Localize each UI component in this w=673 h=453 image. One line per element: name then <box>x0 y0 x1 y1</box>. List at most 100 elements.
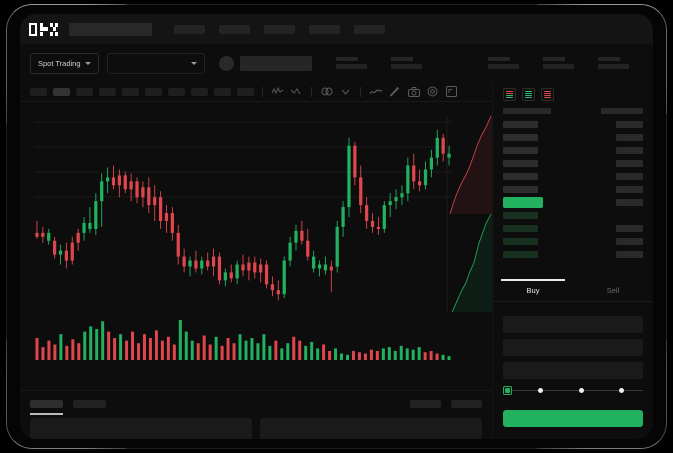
market-sub-bar: Spot Trading <box>20 44 653 82</box>
coin-avatar <box>218 55 234 71</box>
timeframe-button-9[interactable] <box>237 87 254 96</box>
orderbook-price <box>503 173 538 180</box>
nav-item-0[interactable] <box>174 24 205 34</box>
orderbook-row[interactable] <box>503 144 643 157</box>
order-price-field[interactable] <box>503 316 643 333</box>
timeframe-button-8[interactable] <box>214 87 231 96</box>
nav-item-4[interactable] <box>354 24 385 34</box>
chart-tab-1[interactable] <box>73 399 106 408</box>
market-stat-value <box>487 64 519 69</box>
orderbook-row[interactable] <box>503 131 643 144</box>
timeframe-button-7[interactable] <box>191 87 208 96</box>
orderbook-price <box>503 212 538 219</box>
candlestick-series <box>34 121 452 301</box>
orderbook-amount <box>616 225 643 232</box>
toolbar-divider <box>311 86 312 97</box>
chevron-down-icon <box>190 61 197 65</box>
orderbook-last-price <box>503 197 543 208</box>
timeframe-button-3[interactable] <box>99 87 116 96</box>
logo-letter-o <box>29 22 37 36</box>
orderbook-row[interactable] <box>503 235 643 248</box>
orderbook-row[interactable] <box>503 248 643 261</box>
timeframe-button-6[interactable] <box>168 87 185 96</box>
orderbook-header <box>493 105 653 118</box>
spot-trading-label: Spot Trading <box>38 58 81 68</box>
price-chart[interactable] <box>20 102 492 390</box>
market-stat-3 <box>542 57 574 69</box>
bottom-panel-1[interactable] <box>260 418 482 439</box>
orderbook-row[interactable] <box>503 209 643 222</box>
market-stat-label <box>597 57 620 61</box>
orderbook-amount <box>616 121 643 128</box>
slider-stop-50[interactable] <box>579 387 584 393</box>
orderbook-view-toggles <box>493 82 653 105</box>
order-amount-field[interactable] <box>503 339 643 356</box>
orderbook-asks-icon[interactable] <box>541 88 554 101</box>
timeframe-button-4[interactable] <box>122 87 139 96</box>
spot-trading-dropdown[interactable]: Spot Trading <box>30 52 99 74</box>
orderbook-row[interactable] <box>503 183 643 196</box>
nav-item-list <box>174 24 385 34</box>
slider-stop-25[interactable] <box>538 387 543 393</box>
orderbook-row[interactable] <box>503 157 643 170</box>
chart-type-icon[interactable] <box>290 85 303 98</box>
orderbook-bids-icon[interactable] <box>522 88 535 101</box>
market-stat-value <box>542 64 574 69</box>
nav-item-1[interactable] <box>219 24 250 34</box>
fullscreen-icon[interactable] <box>445 85 458 98</box>
nav-search-input[interactable] <box>69 22 152 36</box>
orderbook-price <box>503 160 538 167</box>
tablet-device-frame: Spot Trading <box>6 4 667 449</box>
chart-tab-right-0[interactable] <box>410 399 441 408</box>
orderbook-row[interactable] <box>503 170 643 183</box>
timeframe-button-1[interactable] <box>53 87 70 96</box>
market-stat-label <box>487 57 510 61</box>
market-stat-value <box>597 64 629 69</box>
timeframe-button-2[interactable] <box>76 87 93 96</box>
chart-tab-right-1[interactable] <box>451 399 482 408</box>
logo-letter-k <box>39 22 48 36</box>
orderbook-row[interactable] <box>503 118 643 131</box>
buy-submit-button[interactable] <box>503 410 643 427</box>
market-stat-0 <box>335 57 367 69</box>
chevron-down-icon[interactable] <box>339 85 352 98</box>
orderbook-amount <box>616 134 643 141</box>
orderbook-amount <box>616 238 643 245</box>
orderbook-mixed-icon[interactable] <box>503 88 516 101</box>
tab-sell[interactable]: Sell <box>606 286 620 295</box>
draw-pencil-icon[interactable] <box>388 85 401 98</box>
tab-buy[interactable]: Buy <box>493 279 573 301</box>
nav-item-2[interactable] <box>264 24 295 34</box>
market-stat-value <box>335 64 367 69</box>
nav-item-3[interactable] <box>309 24 340 34</box>
orderbook-price <box>503 225 538 232</box>
market-stat-4 <box>597 57 629 69</box>
orderbook-amount <box>616 173 643 180</box>
camera-icon[interactable] <box>407 85 420 98</box>
order-total-field[interactable] <box>503 362 643 379</box>
bottom-panels <box>20 418 492 439</box>
timeframe-button-0[interactable] <box>30 87 47 96</box>
orderbook-amount <box>616 160 643 167</box>
bottom-panel-0[interactable] <box>30 418 252 439</box>
orderbook-amount <box>616 186 643 193</box>
amount-percent-slider[interactable] <box>503 384 643 396</box>
orderbook-price <box>503 186 538 193</box>
timeframe-button-5[interactable] <box>145 87 162 96</box>
orderbook-price <box>503 134 538 141</box>
compare-icon[interactable] <box>320 85 333 98</box>
slider-stop-75[interactable] <box>619 387 624 393</box>
slider-handle[interactable] <box>503 386 512 395</box>
settings-gear-icon[interactable] <box>426 85 439 98</box>
orderbook-row[interactable] <box>503 222 643 235</box>
chart-bottom-tabs <box>20 390 492 416</box>
orderbook-price <box>503 121 538 128</box>
line-chart-icon[interactable] <box>369 85 382 98</box>
okx-logo[interactable] <box>29 22 58 36</box>
indicators-icon[interactable] <box>271 85 284 98</box>
trading-pair-dropdown[interactable] <box>106 52 205 74</box>
market-stat-value <box>390 64 422 69</box>
order-entry-form <box>493 310 653 379</box>
orderbook-last-price-row[interactable] <box>503 196 643 209</box>
chart-tab-0[interactable] <box>30 399 63 415</box>
